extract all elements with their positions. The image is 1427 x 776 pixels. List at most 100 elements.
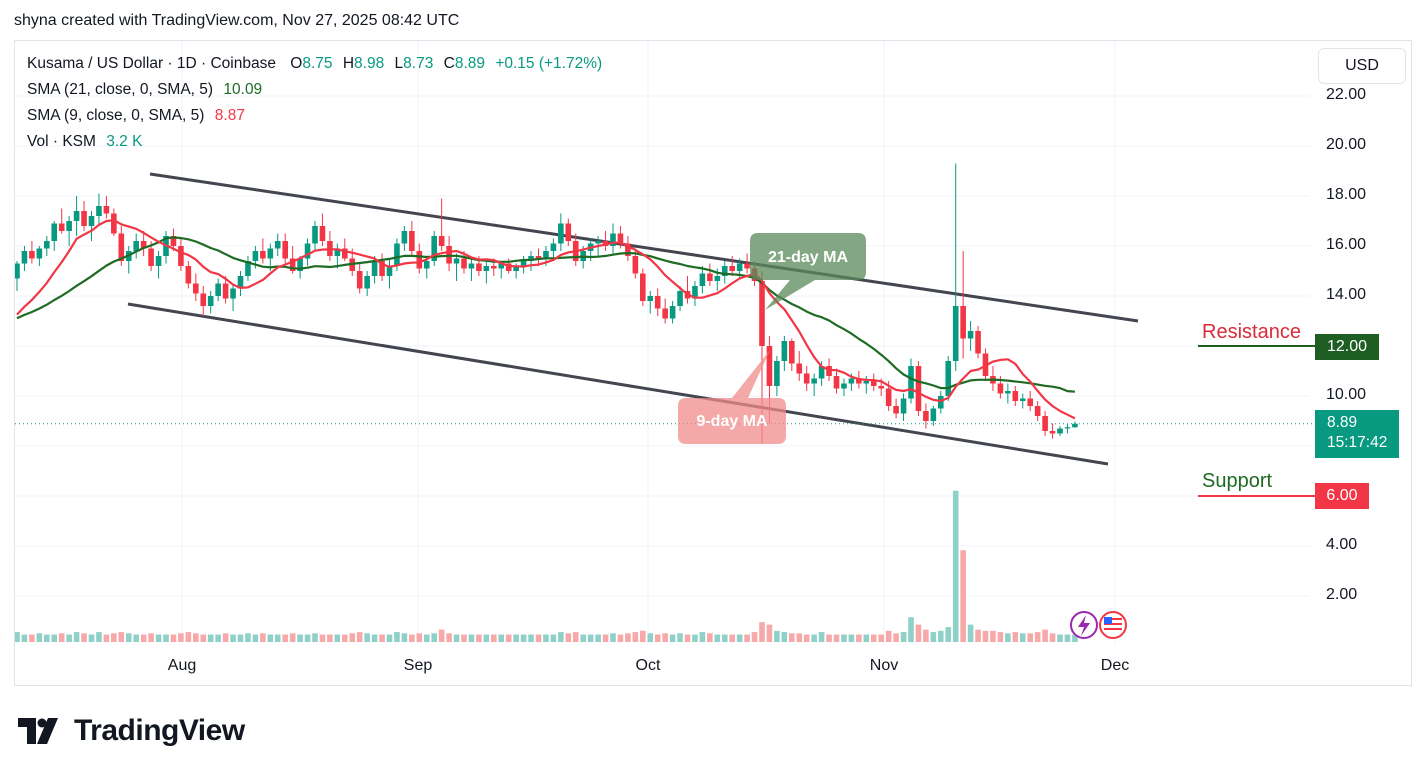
- candle-body: [1057, 428, 1063, 434]
- candle-body: [289, 258, 296, 271]
- volume-bar: [513, 634, 519, 642]
- close-label: C: [443, 55, 455, 72]
- volume-bar: [133, 634, 139, 642]
- volume-bar: [364, 633, 370, 642]
- volume-bar: [617, 634, 624, 642]
- volume-bar: [878, 634, 884, 642]
- level-lines: [15, 345, 1315, 497]
- volume-bar: [185, 632, 192, 642]
- volume-bar: [81, 633, 87, 642]
- chart-credit: shyna created with TradingView.com, Nov …: [14, 12, 460, 29]
- volume-bar: [960, 550, 966, 642]
- candle-body: [915, 366, 922, 411]
- volume-bar: [386, 634, 393, 642]
- candle-body: [498, 263, 505, 269]
- volume-bar: [945, 627, 952, 642]
- tradingview-logo[interactable]: TradingView: [18, 714, 245, 748]
- candle-body: [103, 206, 110, 214]
- candle-body: [185, 266, 192, 284]
- volume-bar: [952, 490, 959, 642]
- candle-body: [267, 248, 274, 259]
- volume-bar: [1012, 632, 1019, 642]
- candle-body: [774, 361, 780, 386]
- candle-body: [237, 276, 244, 289]
- volume-bar: [267, 634, 274, 642]
- volume-bar: [632, 632, 639, 642]
- price-axis-label: 10.00: [1326, 386, 1367, 403]
- symbol-label[interactable]: Kusama / US Dollar · 1D · Coinbase: [27, 55, 276, 72]
- candle-body: [870, 381, 877, 386]
- volume-bar: [930, 632, 937, 642]
- candle-body: [438, 236, 445, 246]
- candle-body: [766, 346, 773, 386]
- candle-body: [81, 211, 87, 226]
- time-axis-label: Sep: [403, 657, 433, 674]
- volume-bar: [640, 630, 646, 642]
- volume-bar: [349, 633, 356, 642]
- volume-bar: [759, 622, 765, 642]
- candle-body: [960, 306, 966, 339]
- candle-body: [215, 283, 221, 296]
- time-axis-label: Nov: [869, 657, 899, 674]
- sma9-value: 8.87: [214, 107, 245, 124]
- candle-body: [610, 233, 616, 246]
- candle-body: [222, 283, 229, 299]
- volume-bar: [885, 630, 892, 642]
- volume-bar: [36, 633, 43, 642]
- candle-body: [118, 233, 125, 261]
- volume-bar: [625, 633, 631, 642]
- bar-countdown: 15:17:42: [1327, 434, 1388, 451]
- tradingview-logo-icon: [18, 718, 58, 744]
- legend-row-volume[interactable]: Vol · KSM 3.2 K: [27, 133, 142, 151]
- candle-body: [1034, 406, 1041, 416]
- candle-body: [543, 251, 549, 259]
- ma9-callout-text: 9-day MA: [696, 413, 768, 430]
- candle-body: [133, 241, 139, 251]
- volume-bar: [1057, 634, 1063, 642]
- candle-body: [304, 243, 311, 259]
- volume-bar: [88, 634, 95, 642]
- volume-bar: [684, 634, 691, 642]
- candle-body: [744, 263, 750, 269]
- candle-body: [558, 223, 564, 244]
- candle-body: [44, 241, 50, 249]
- currency-button[interactable]: USD: [1318, 48, 1406, 84]
- candle-body: [803, 373, 810, 384]
- candle-body: [409, 231, 415, 251]
- volume-bar: [476, 634, 482, 642]
- volume-label: Vol · KSM: [27, 133, 96, 150]
- candle-body: [848, 378, 855, 384]
- volume-bar: [1042, 629, 1048, 642]
- volume-bar: [140, 634, 147, 642]
- resistance-label: Resistance: [1202, 321, 1301, 343]
- volume-bar: [394, 632, 400, 642]
- volume-bar: [58, 633, 65, 642]
- volume-bar: [766, 624, 773, 642]
- legend-row-sma9[interactable]: SMA (9, close, 0, SMA, 5) 8.87: [27, 107, 245, 125]
- volume-bar: [856, 634, 862, 642]
- volume-bar: [565, 633, 572, 642]
- volume-bar: [610, 633, 616, 642]
- volume-bar: [572, 632, 579, 642]
- volume-bar: [73, 632, 80, 642]
- candle-body: [811, 378, 817, 384]
- price-axis-label: 4.00: [1326, 536, 1358, 553]
- volume-bar: [938, 630, 944, 642]
- volume-bar: [699, 632, 706, 642]
- volume-bar: [260, 633, 266, 642]
- volume-bar: [342, 634, 348, 642]
- candle-body: [505, 263, 512, 271]
- candle-body: [550, 243, 557, 251]
- candle-body: [1027, 398, 1033, 406]
- volume-bar: [289, 633, 296, 642]
- legend-row-sma21[interactable]: SMA (21, close, 0, SMA, 5) 10.09: [27, 81, 262, 99]
- volume-bar: [148, 633, 154, 642]
- candle-body: [394, 243, 400, 266]
- volume-bar: [1027, 633, 1033, 642]
- candle-body: [431, 236, 437, 261]
- volume-bar: [446, 633, 452, 642]
- candle-body: [58, 223, 65, 231]
- candle-body: [699, 273, 706, 286]
- volume-bar: [461, 634, 467, 642]
